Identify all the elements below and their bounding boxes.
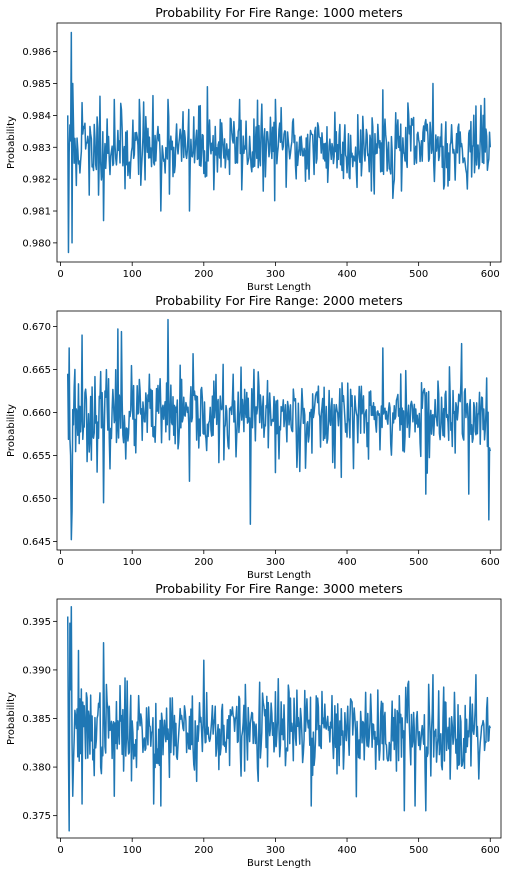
chart-fire-range-2000: Probability For Fire Range: 2000 meters … bbox=[6, 293, 502, 581]
chart-fire-range-3000: Probability For Fire Range: 3000 meters … bbox=[6, 581, 502, 869]
y-tick-label: 0.375 bbox=[22, 811, 51, 822]
x-tick-label: 200 bbox=[194, 269, 213, 280]
x-tick-label: 100 bbox=[123, 269, 142, 280]
y-tick-label: 0.390 bbox=[22, 665, 51, 676]
series-line bbox=[66, 318, 491, 541]
plot-frame bbox=[56, 22, 502, 263]
x-tick-label: 300 bbox=[266, 557, 285, 568]
x-tick-label: 0 bbox=[57, 845, 63, 856]
x-tick-label: 500 bbox=[409, 845, 428, 856]
x-tick-label: 600 bbox=[481, 845, 500, 856]
x-axis-label: Burst Length bbox=[247, 282, 311, 293]
x-tick-label: 0 bbox=[57, 269, 63, 280]
x-tick-label: 400 bbox=[337, 269, 356, 280]
series-line bbox=[66, 606, 491, 832]
chart-title: Probability For Fire Range: 2000 meters bbox=[155, 293, 403, 308]
x-tick-label: 300 bbox=[266, 269, 285, 280]
y-tick-label: 0.380 bbox=[22, 763, 51, 774]
y-tick-label: 0.660 bbox=[22, 408, 51, 419]
y-tick-label: 0.650 bbox=[22, 494, 51, 505]
y-tick-label: 0.645 bbox=[22, 537, 51, 548]
chart-fire-range-1000: Probability For Fire Range: 1000 meters … bbox=[6, 5, 502, 293]
y-tick-label: 0.983 bbox=[22, 143, 51, 154]
x-tick-label: 600 bbox=[481, 557, 500, 568]
x-tick-label: 200 bbox=[194, 845, 213, 856]
x-tick-label: 400 bbox=[337, 557, 356, 568]
x-tick-label: 300 bbox=[266, 845, 285, 856]
x-tick-label: 0 bbox=[57, 557, 63, 568]
chart-title: Probability For Fire Range: 1000 meters bbox=[155, 5, 403, 20]
y-tick-label: 0.984 bbox=[22, 111, 51, 122]
y-axis-label: Probability bbox=[6, 116, 17, 169]
x-tick-label: 500 bbox=[409, 269, 428, 280]
y-tick-label: 0.655 bbox=[22, 451, 51, 462]
x-axis-label: Burst Length bbox=[247, 858, 311, 869]
y-tick-label: 0.665 bbox=[22, 365, 51, 376]
x-tick-label: 100 bbox=[123, 557, 142, 568]
plot-frame bbox=[56, 310, 502, 551]
x-tick-label: 100 bbox=[123, 845, 142, 856]
series-line bbox=[66, 31, 492, 254]
x-tick-label: 200 bbox=[194, 557, 213, 568]
y-axis-label: Probability bbox=[6, 692, 17, 745]
y-tick-label: 0.980 bbox=[22, 238, 51, 249]
y-tick-label: 0.395 bbox=[22, 617, 51, 628]
y-axis-label: Probability bbox=[6, 404, 17, 457]
y-tick-label: 0.385 bbox=[22, 714, 51, 725]
y-tick-label: 0.985 bbox=[22, 79, 51, 90]
y-tick-label: 0.982 bbox=[22, 175, 51, 186]
x-tick-label: 400 bbox=[337, 845, 356, 856]
y-tick-label: 0.670 bbox=[22, 322, 51, 333]
x-tick-label: 600 bbox=[481, 269, 500, 280]
y-tick-label: 0.986 bbox=[22, 47, 51, 58]
chart-title: Probability For Fire Range: 3000 meters bbox=[155, 581, 403, 596]
x-tick-label: 500 bbox=[409, 557, 428, 568]
x-axis-label: Burst Length bbox=[247, 570, 311, 581]
y-tick-label: 0.981 bbox=[22, 207, 51, 218]
